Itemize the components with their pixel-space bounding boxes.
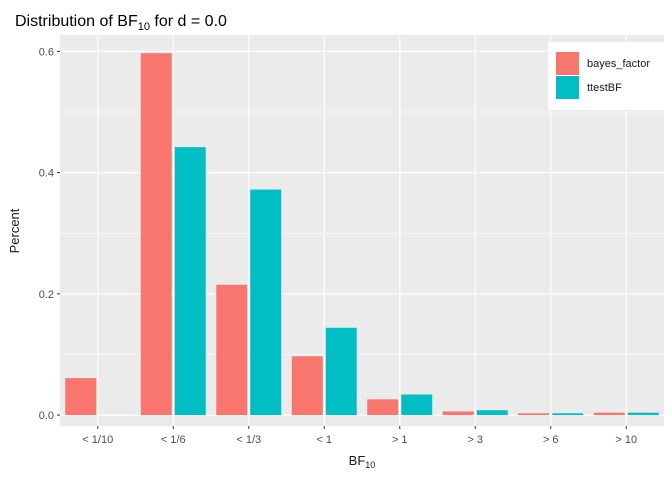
bar-ttestbf [476,410,508,416]
bar-ttestbf [174,147,206,416]
bar-bayes-factor [140,53,172,416]
y-tick-label: 0.6 [39,46,54,58]
y-tick-label: 0.4 [39,168,54,180]
legend-label-ttestbf: ttestBF [587,82,622,94]
legend-label-bayes-factor: bayes_factor [587,58,650,70]
bar-ttestbf [401,394,433,416]
bar-bayes-factor [65,378,97,416]
chart-title-main: Distribution of BF [15,13,138,30]
chart-title: Distribution of BF10 for d = 0.0 [15,13,227,33]
x-axis-ticks: < 1/10 < 1/6 < 1/3 < 1 > 1 > 3 > 6 > 10 [82,426,637,446]
x-tick-label: > 10 [615,434,637,446]
bar-ttestbf [627,412,659,416]
bars [65,53,659,416]
y-tick-label: 0.2 [39,289,54,301]
chart-title-rest: for d = 0.0 [150,13,227,30]
y-axis-title: Percent [7,208,22,253]
x-tick-label: > 1 [392,434,408,446]
x-tick-label: < 1/10 [82,434,113,446]
bar-ttestbf [250,189,282,416]
x-axis-title-subscript: 10 [365,460,375,470]
y-tick-label: 0.0 [39,410,54,422]
bar-bayes-factor [216,284,248,416]
x-tick-label: < 1/3 [236,434,261,446]
bar-bayes-factor [442,411,474,416]
x-tick-label: < 1/6 [161,434,186,446]
legend-key-ttestbf [556,76,579,99]
x-tick-label: < 1 [316,434,332,446]
x-axis-title: BF10 [349,453,376,470]
chart-title-subscript: 10 [138,21,150,33]
x-axis-title-main: BF [349,453,366,468]
legend: bayes_factor ttestBF [548,42,666,110]
x-tick-label: > 3 [467,434,483,446]
y-axis-ticks: 0.0 0.2 0.4 0.6 [39,46,60,422]
bar-ttestbf [552,413,584,416]
bar-bayes-factor [291,356,323,416]
bar-bayes-factor [593,412,625,416]
bar-ttestbf [325,327,357,416]
legend-key-bayes-factor [556,52,579,75]
x-tick-label: > 6 [543,434,559,446]
bar-bayes-factor [518,413,550,416]
bar-bayes-factor [367,399,399,416]
